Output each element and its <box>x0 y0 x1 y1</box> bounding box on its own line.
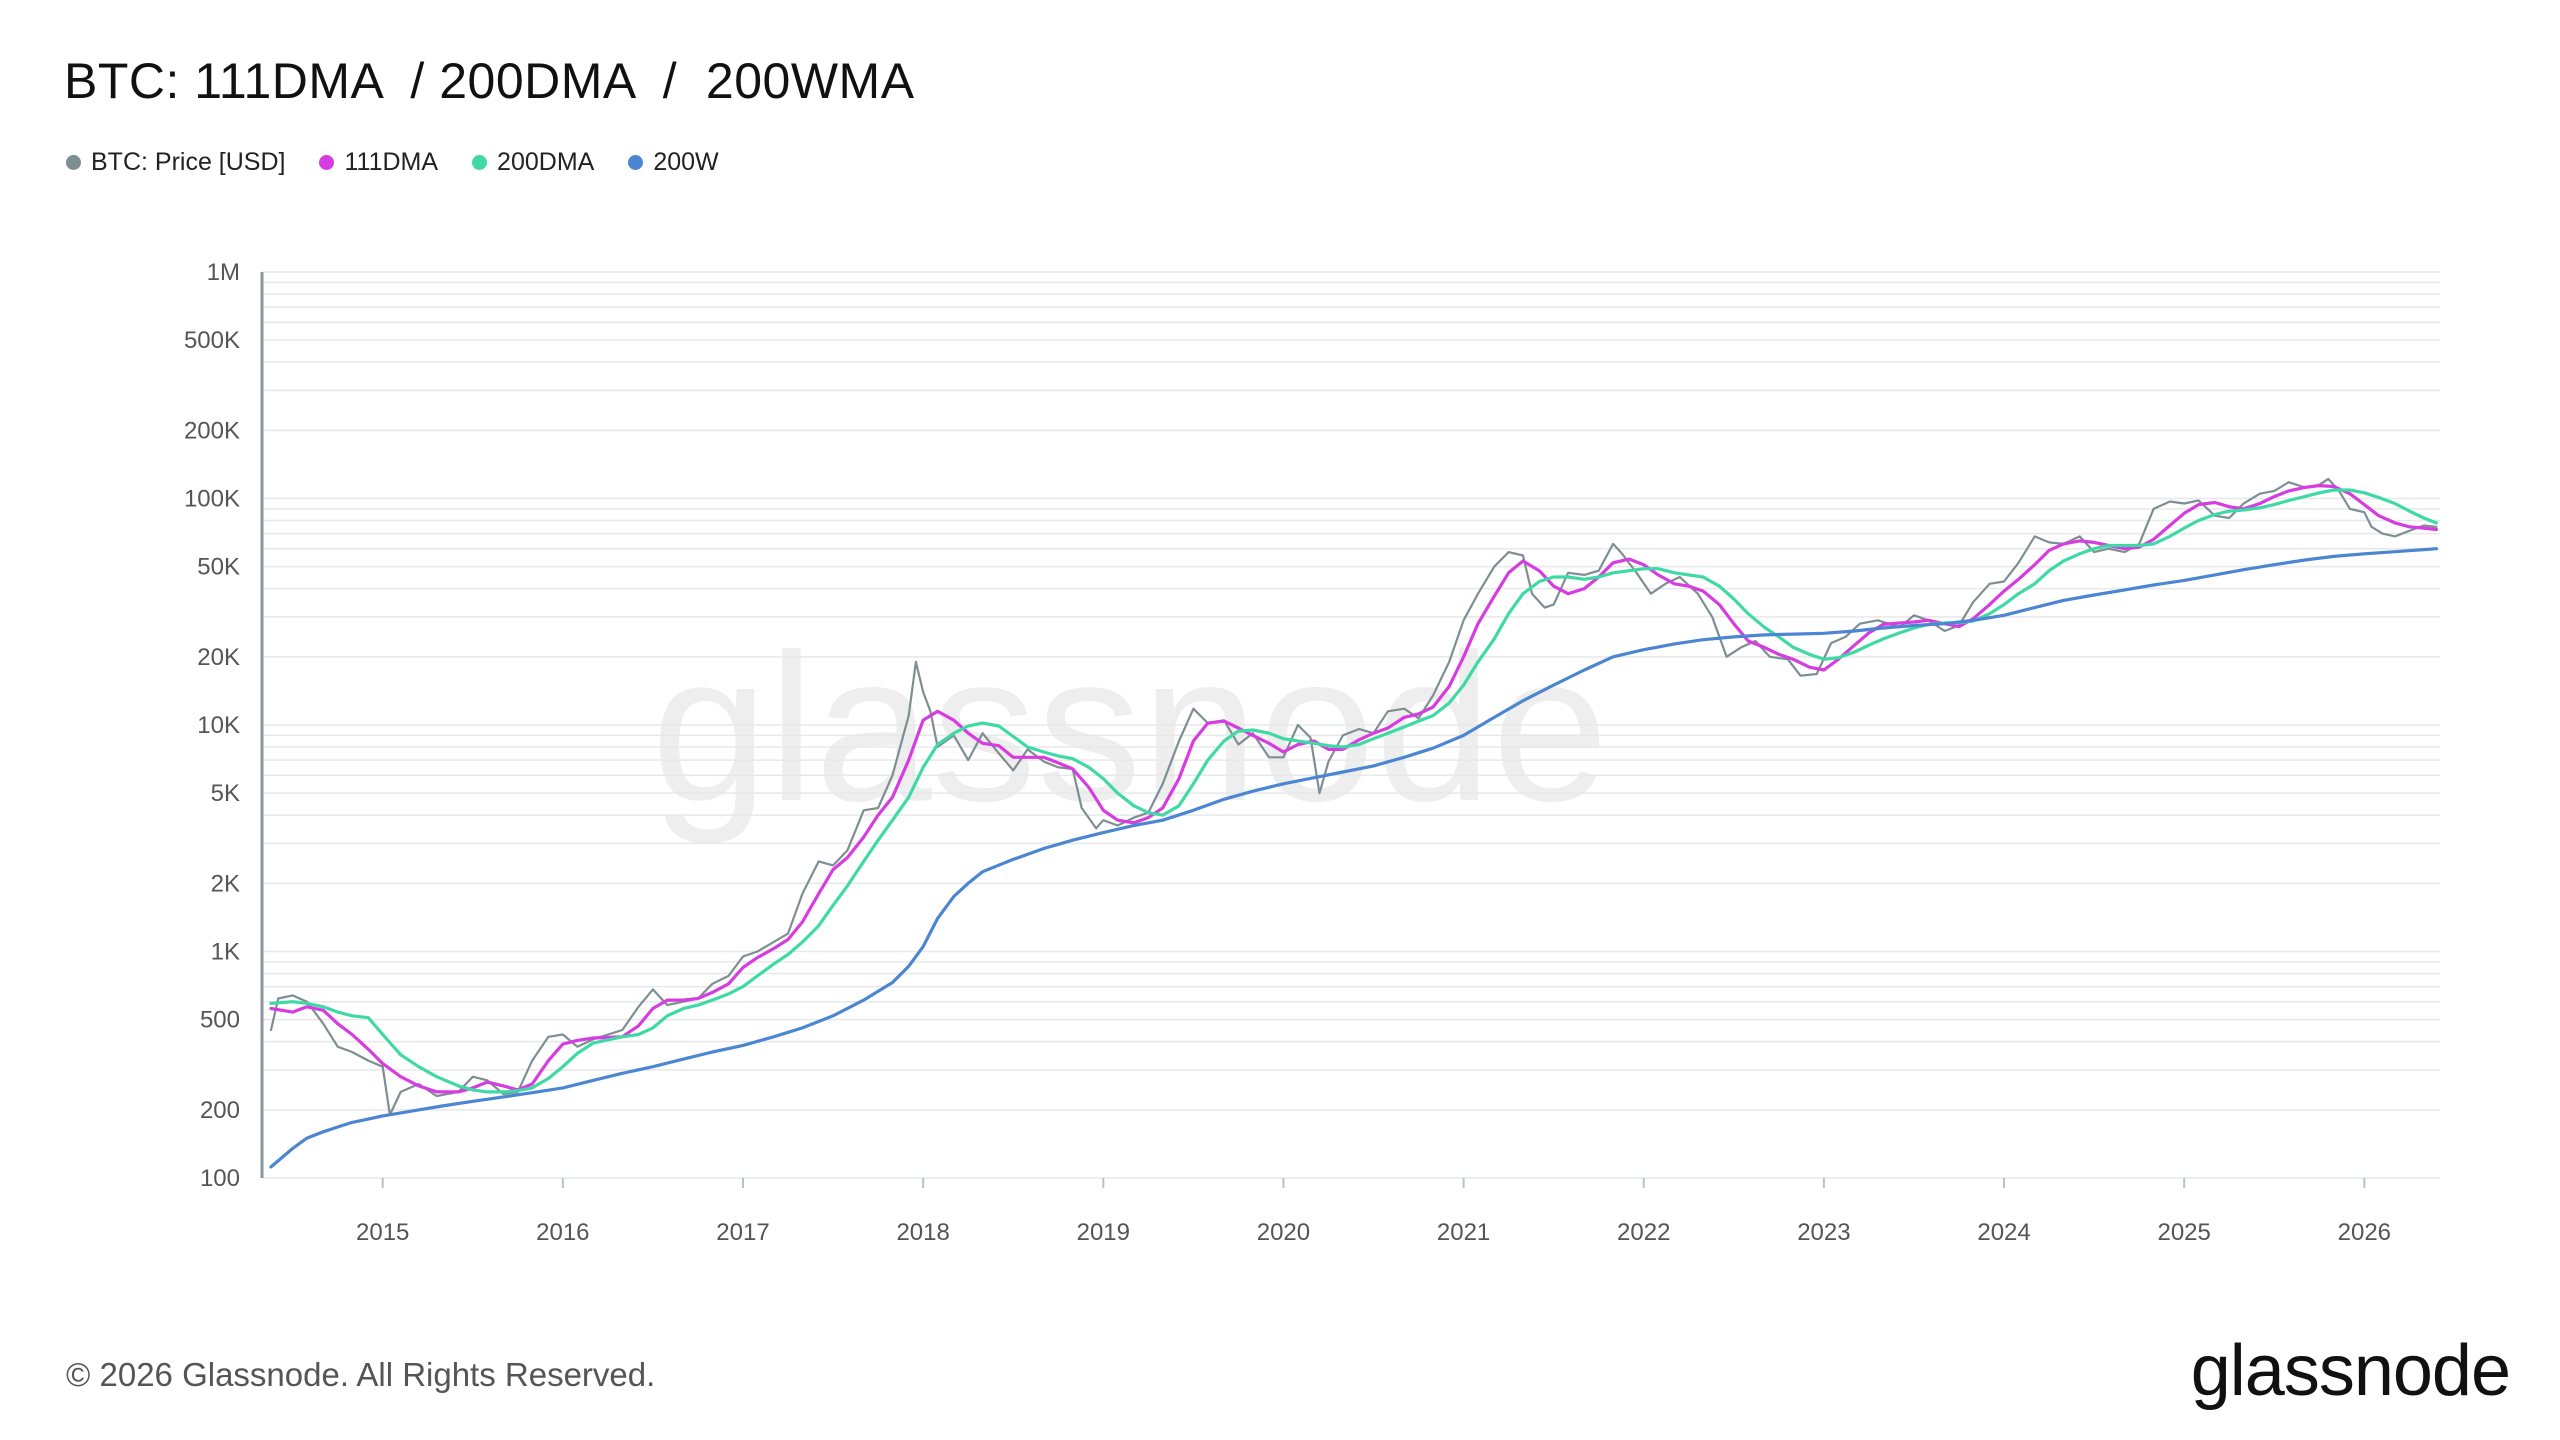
y-tick-label: 50K <box>197 554 240 581</box>
x-tick-label: 2025 <box>2157 1219 2210 1246</box>
legend-item-200w[interactable]: 200W <box>628 148 719 177</box>
y-tick-label: 2K <box>211 870 240 897</box>
legend: BTC: Price [USD] 111DMA 200DMA 200W <box>66 148 719 177</box>
legend-dot-200w <box>628 155 644 170</box>
series-line-111dma <box>269 484 2438 1094</box>
chart-title: BTC: 111DMA / 200DMA / 200WMA <box>64 53 915 109</box>
legend-dot-111dma <box>319 155 335 170</box>
y-tick-label: 5K <box>211 780 240 807</box>
legend-dot-price <box>66 155 81 170</box>
x-tick-label: 2026 <box>2338 1219 2391 1246</box>
series-lines <box>269 477 2438 1169</box>
y-tick-label: 1M <box>207 259 240 286</box>
y-tick-label: 200K <box>184 417 240 444</box>
y-tick-label: 100K <box>184 486 240 513</box>
y-axis-ticks: 100 200 500 1K 2K 5K 10K 20K 50K 100K 200K 500K 1M <box>184 259 240 1192</box>
legend-label-111dma: 111DMA <box>344 148 439 176</box>
x-tick-label: 2015 <box>356 1219 409 1246</box>
x-tick-label: 2024 <box>1977 1219 2030 1246</box>
legend-label-price: BTC: Price [USD] <box>91 148 286 176</box>
y-tick-label: 200 <box>200 1097 240 1124</box>
legend-label-200w: 200W <box>653 148 719 176</box>
legend-item-111dma[interactable]: 111DMA <box>319 148 438 177</box>
series-line-200dma <box>269 488 2438 1094</box>
y-tick-label: 10K <box>197 712 240 739</box>
series-line-200w <box>269 547 2438 1169</box>
y-tick-label: 20K <box>197 644 240 671</box>
x-tick-label: 2018 <box>896 1219 949 1246</box>
copyright-text: © 2026 Glassnode. All Rights Reserved. <box>66 1356 656 1393</box>
legend-dot-200dma <box>472 155 488 170</box>
legend-item-200dma[interactable]: 200DMA <box>472 148 594 177</box>
x-tick-label: 2019 <box>1077 1219 1130 1246</box>
x-tick-label: 2021 <box>1437 1219 1490 1246</box>
x-tick-label: 2020 <box>1257 1219 1310 1246</box>
y-tick-label: 1K <box>211 939 240 966</box>
x-tick-label: 2023 <box>1797 1219 1850 1246</box>
y-tick-label: 500K <box>184 327 240 354</box>
brand-logo-text: glassnode <box>2190 1331 2511 1411</box>
y-tick-label: 500 <box>200 1007 240 1034</box>
x-tick-label: 2016 <box>536 1219 589 1246</box>
x-tick-label: 2017 <box>716 1219 769 1246</box>
y-tick-label: 100 <box>200 1165 240 1192</box>
watermark-text: glassnode <box>651 610 1608 845</box>
legend-label-200dma: 200DMA <box>497 148 595 176</box>
legend-item-price[interactable]: BTC: Price [USD] <box>66 148 285 177</box>
x-tick-label: 2022 <box>1617 1219 1670 1246</box>
x-axis-ticks: 2015 2016 2017 2018 2019 2020 2021 2022 2023 2024… <box>356 1178 2391 1246</box>
